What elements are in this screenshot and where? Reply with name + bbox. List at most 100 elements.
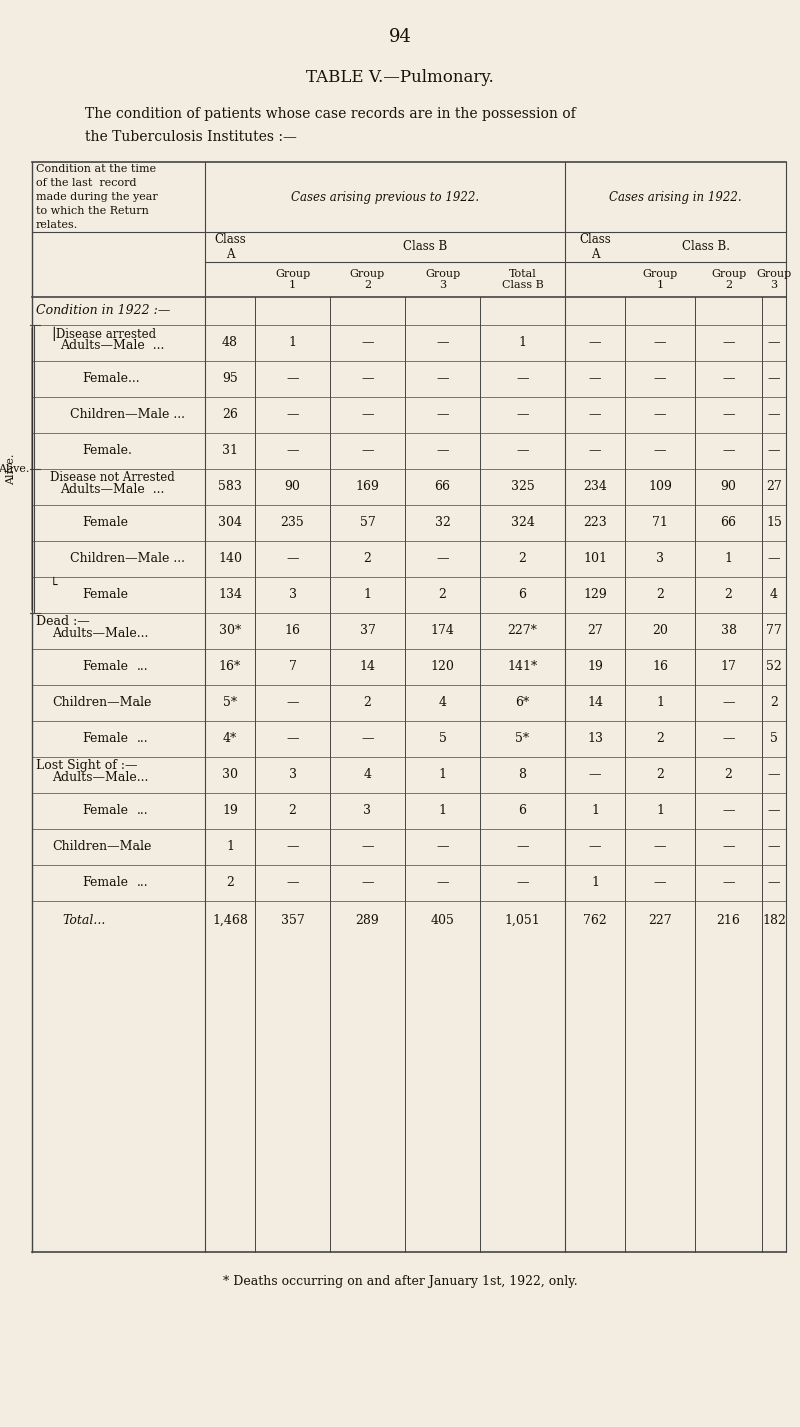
Text: —: —	[436, 337, 449, 350]
Text: —: —	[516, 841, 529, 853]
Text: —: —	[436, 841, 449, 853]
Text: 66: 66	[434, 481, 450, 494]
Text: 140: 140	[218, 552, 242, 565]
Text: 4*: 4*	[223, 732, 237, 745]
Text: Class
A: Class A	[214, 233, 246, 261]
Text: Female...: Female...	[82, 372, 140, 385]
Text: —: —	[362, 732, 374, 745]
Text: —: —	[768, 769, 780, 782]
Text: 2: 2	[656, 588, 664, 602]
Text: —: —	[436, 372, 449, 385]
Text: 2: 2	[725, 769, 733, 782]
Text: —: —	[768, 408, 780, 421]
Text: —: —	[768, 444, 780, 458]
Text: ⎟Disease arrested: ⎟Disease arrested	[50, 327, 156, 341]
Text: —: —	[654, 372, 666, 385]
Text: 5: 5	[438, 732, 446, 745]
Text: 6*: 6*	[515, 696, 530, 709]
Text: Adults—Male...: Adults—Male...	[52, 771, 148, 783]
Text: —: —	[589, 769, 602, 782]
Text: 583: 583	[218, 481, 242, 494]
Text: the Tuberculosis Institutes :—: the Tuberculosis Institutes :—	[85, 130, 297, 144]
Text: —: —	[654, 444, 666, 458]
Text: ...: ...	[137, 805, 149, 818]
Text: 2: 2	[770, 696, 778, 709]
Text: 2: 2	[289, 805, 297, 818]
Text: —: —	[362, 408, 374, 421]
Text: —: —	[722, 805, 734, 818]
Text: 357: 357	[281, 913, 304, 926]
Text: 2: 2	[656, 769, 664, 782]
Text: —: —	[722, 444, 734, 458]
Text: 27: 27	[766, 481, 782, 494]
Text: Female: Female	[82, 876, 128, 889]
Text: 1: 1	[656, 696, 664, 709]
Text: 227*: 227*	[507, 625, 538, 638]
Text: 95: 95	[222, 372, 238, 385]
Text: —: —	[516, 444, 529, 458]
Text: Female: Female	[82, 805, 128, 818]
Text: 37: 37	[359, 625, 375, 638]
Text: 8: 8	[518, 769, 526, 782]
Text: Adults—Male  ...: Adults—Male ...	[60, 482, 164, 497]
Text: 4: 4	[363, 769, 371, 782]
Text: —: —	[286, 696, 298, 709]
Text: —: —	[768, 337, 780, 350]
Text: —: —	[589, 372, 602, 385]
Text: —: —	[286, 552, 298, 565]
Text: —: —	[436, 444, 449, 458]
Text: 7: 7	[289, 661, 297, 674]
Text: 38: 38	[721, 625, 737, 638]
Text: Female: Female	[82, 588, 128, 602]
Text: 6: 6	[518, 805, 526, 818]
Text: * Deaths occurring on and after January 1st, 1922, only.: * Deaths occurring on and after January …	[222, 1276, 578, 1289]
Text: The condition of patients whose case records are in the possession of: The condition of patients whose case rec…	[85, 107, 576, 121]
Text: 1: 1	[438, 805, 446, 818]
Text: 120: 120	[430, 661, 454, 674]
Text: 325: 325	[510, 481, 534, 494]
Text: Female: Female	[82, 517, 128, 529]
Text: 1: 1	[591, 805, 599, 818]
Text: 174: 174	[430, 625, 454, 638]
Text: —: —	[362, 337, 374, 350]
Text: —: —	[768, 841, 780, 853]
Text: 1: 1	[591, 876, 599, 889]
Text: —: —	[722, 696, 734, 709]
Text: TABLE V.—Pulmonary.: TABLE V.—Pulmonary.	[306, 68, 494, 86]
Text: Total...: Total...	[62, 913, 106, 926]
Text: ...: ...	[137, 661, 149, 674]
Text: 1: 1	[656, 805, 664, 818]
Text: 57: 57	[360, 517, 375, 529]
Text: —: —	[768, 372, 780, 385]
Text: —: —	[722, 876, 734, 889]
Text: 30: 30	[222, 769, 238, 782]
Text: Adults—Male...: Adults—Male...	[52, 626, 148, 639]
Text: —: —	[589, 408, 602, 421]
Text: —: —	[286, 732, 298, 745]
Text: Condition at the time
of the last  record
made during the year
to which the Retu: Condition at the time of the last record…	[36, 164, 158, 230]
Text: 5*: 5*	[223, 696, 237, 709]
Text: 134: 134	[218, 588, 242, 602]
Text: 66: 66	[721, 517, 737, 529]
Text: Children—Male ...: Children—Male ...	[70, 552, 185, 565]
Text: 20: 20	[652, 625, 668, 638]
Text: 15: 15	[766, 517, 782, 529]
Text: —: —	[722, 408, 734, 421]
Text: 31: 31	[222, 444, 238, 458]
Text: —: —	[654, 408, 666, 421]
Text: 71: 71	[652, 517, 668, 529]
Text: Condition in 1922 :—: Condition in 1922 :—	[36, 304, 170, 317]
Text: 19: 19	[587, 661, 603, 674]
Text: Disease not Arrested: Disease not Arrested	[50, 471, 174, 484]
Text: 2: 2	[438, 588, 446, 602]
Text: 3: 3	[289, 588, 297, 602]
Text: Lost Sight of :—: Lost Sight of :—	[36, 759, 138, 772]
Text: —: —	[654, 841, 666, 853]
Text: 19: 19	[222, 805, 238, 818]
Text: Female.: Female.	[82, 444, 132, 458]
Text: —: —	[362, 841, 374, 853]
Text: 1,051: 1,051	[505, 913, 540, 926]
Text: —: —	[722, 337, 734, 350]
Text: 141*: 141*	[507, 661, 538, 674]
Text: —: —	[436, 876, 449, 889]
